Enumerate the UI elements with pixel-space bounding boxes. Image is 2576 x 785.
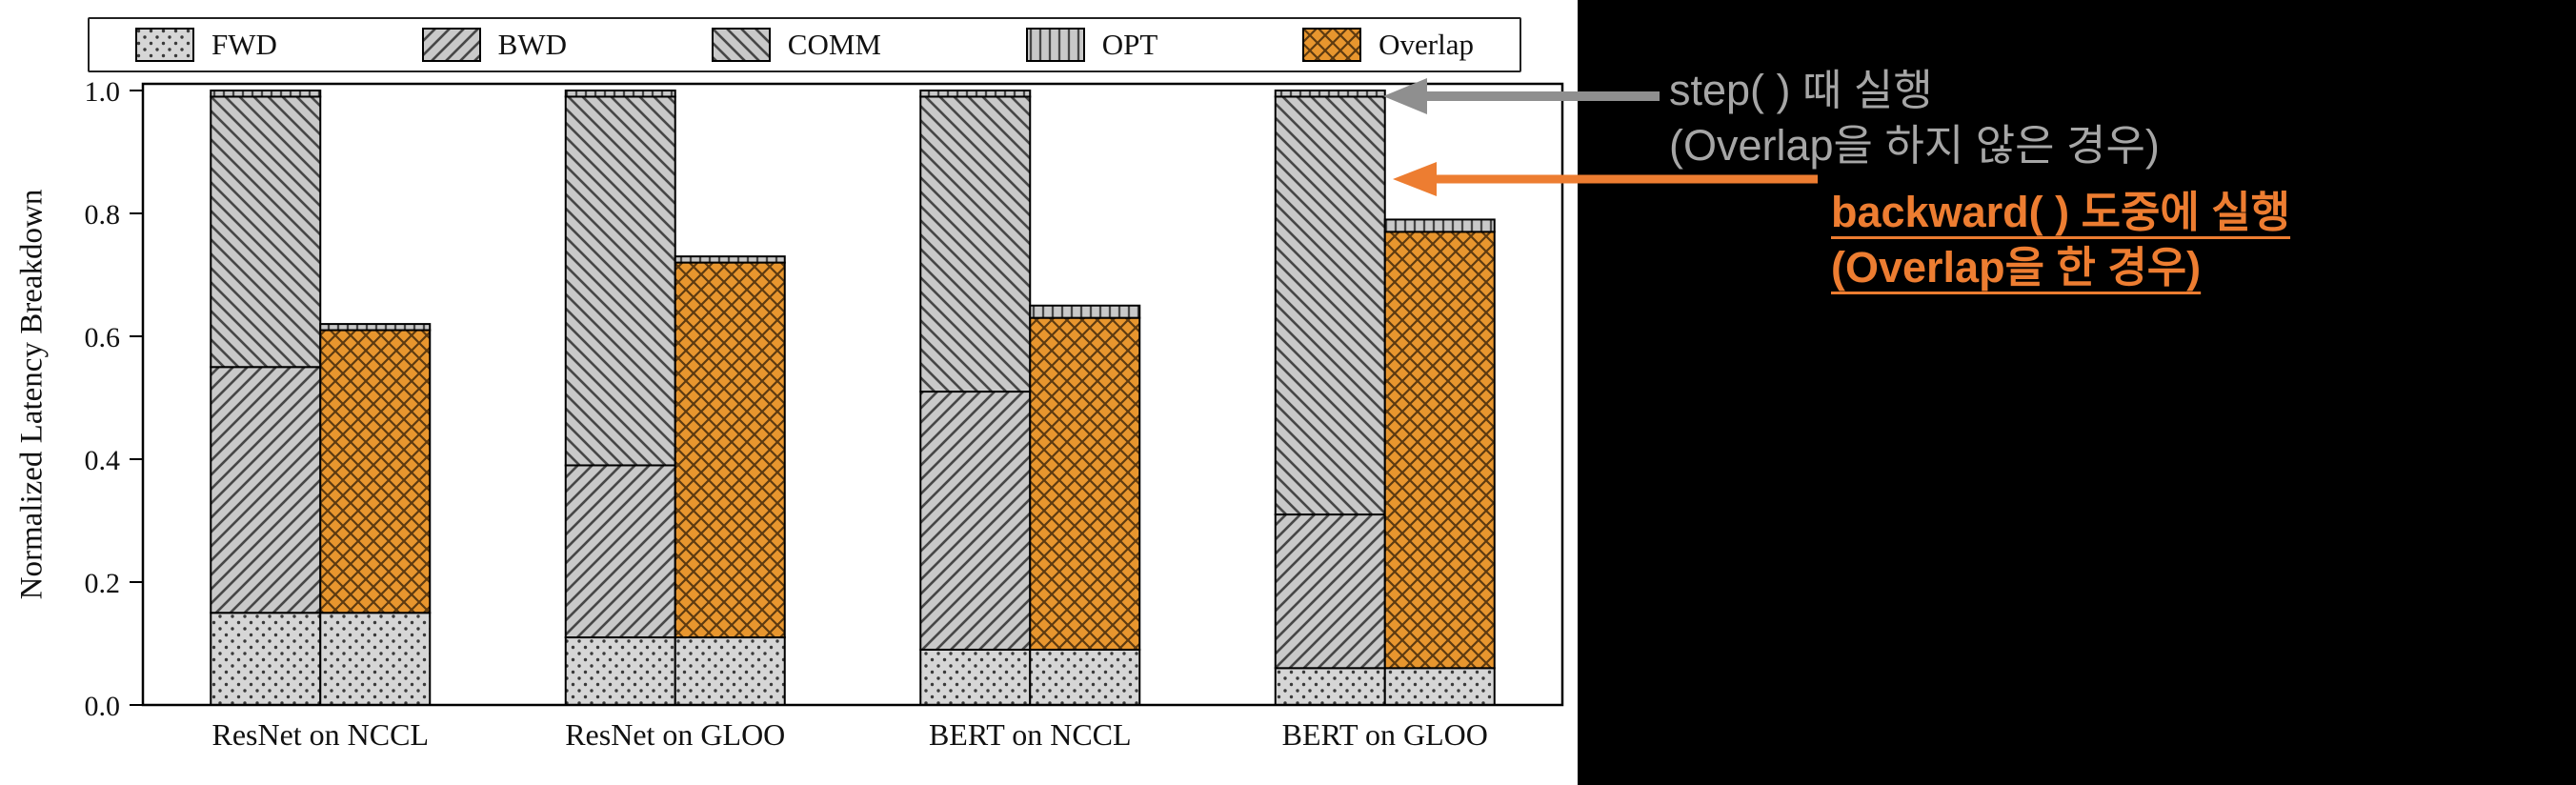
legend-label-fwd: FWD [211,28,277,61]
bar-overlap-segment-fwd [1029,648,1141,707]
bar-overlap-segment-opt [674,255,786,264]
bar-no-overlap-segment-bwd [919,391,1032,651]
y-tick-label: 0.0 [85,691,121,722]
legend-label-opt: OPT [1101,28,1158,61]
bar-overlap-segment-opt [1383,218,1496,233]
legend-item-fwd: FWD [135,28,277,62]
x-category-label: ResNet on NCCL [211,717,429,752]
bar-overlap-segment-opt [319,323,432,332]
y-tick-label: 0.8 [85,199,121,231]
bar-no-overlap-segment-comm [1274,95,1386,516]
legend-item-opt: OPT [1025,28,1158,62]
x-category-label: BERT on NCCL [929,717,1132,752]
legend-item-bwd: BWD [421,28,567,62]
annotation-step-line2: (Overlap을 하지 않은 경우) [1669,120,2160,170]
bar-no-overlap-segment-comm [919,95,1032,393]
legend-item-overlap: Overlap [1302,28,1474,62]
y-tick-label: 0.6 [85,322,121,353]
bar-overlap-segment-overlap [1029,316,1141,651]
bar-no-overlap-segment-fwd [210,612,322,706]
y-tick-label: 0.4 [85,445,121,476]
annotation-step: step( ) 때 실행 (Overlap을 하지 않은 경우) [1669,63,2160,172]
legend-label-bwd: BWD [497,28,567,61]
legend-swatch-opt-icon [1025,28,1085,62]
legend-label-overlap: Overlap [1379,28,1474,61]
legend-label-comm: COMM [787,28,881,61]
bar-overlap-segment-fwd [674,636,786,706]
x-category-label: ResNet on GLOO [565,717,785,752]
legend-swatch-overlap-icon [1302,28,1362,62]
bar-no-overlap-segment-bwd [564,464,676,639]
bar-no-overlap-segment-comm [564,95,676,467]
legend-swatch-fwd-icon [135,28,194,62]
bar-overlap-segment-overlap [674,261,786,639]
legend-swatch-bwd-icon [421,28,481,62]
plot-frame [141,82,1564,707]
bar-overlap-segment-overlap [1383,231,1496,670]
bar-no-overlap-segment-opt [210,90,322,98]
bar-overlap-segment-fwd [319,612,432,706]
bar-no-overlap-segment-opt [564,90,676,98]
bar-no-overlap-segment-bwd [1274,513,1386,670]
bar-no-overlap-segment-bwd [210,366,322,614]
y-tick-label: 1.0 [85,76,121,108]
bar-no-overlap-segment-fwd [1274,667,1386,706]
bar-no-overlap-segment-fwd [919,648,1032,707]
annotation-step-line1: step( ) 때 실행 [1669,66,1933,114]
y-tick-label: 0.2 [85,568,121,599]
x-category-label: BERT on GLOO [1282,717,1488,752]
legend-swatch-comm-icon [711,28,771,62]
plot-area: 0.0 0.2 0.4 0.6 0.8 1.0 ResNet on NCCL ResNet o… [85,76,1564,752]
legend-item-comm: COMM [711,28,881,62]
annotation-backward-line2: (Overlap을 한 경우) [1831,242,2202,292]
latency-chart-panel: FWD BWD COMM OPT Overlap Normalized Late… [0,0,1578,785]
annotation-backward: backward( ) 도중에 실행 (Overlap을 한 경우) [1831,185,2290,294]
bar-no-overlap-segment-opt [919,90,1032,98]
bar-no-overlap-segment-comm [210,95,322,369]
bar-no-overlap-segment-opt [1274,90,1386,98]
bar-overlap-segment-fwd [1383,667,1496,706]
bar-overlap-segment-opt [1029,304,1141,319]
chart-legend: FWD BWD COMM OPT Overlap [88,17,1521,72]
bar-overlap-segment-overlap [319,329,432,614]
annotation-backward-line1: backward( ) 도중에 실행 [1831,188,2291,236]
bar-no-overlap-segment-fwd [564,636,676,706]
